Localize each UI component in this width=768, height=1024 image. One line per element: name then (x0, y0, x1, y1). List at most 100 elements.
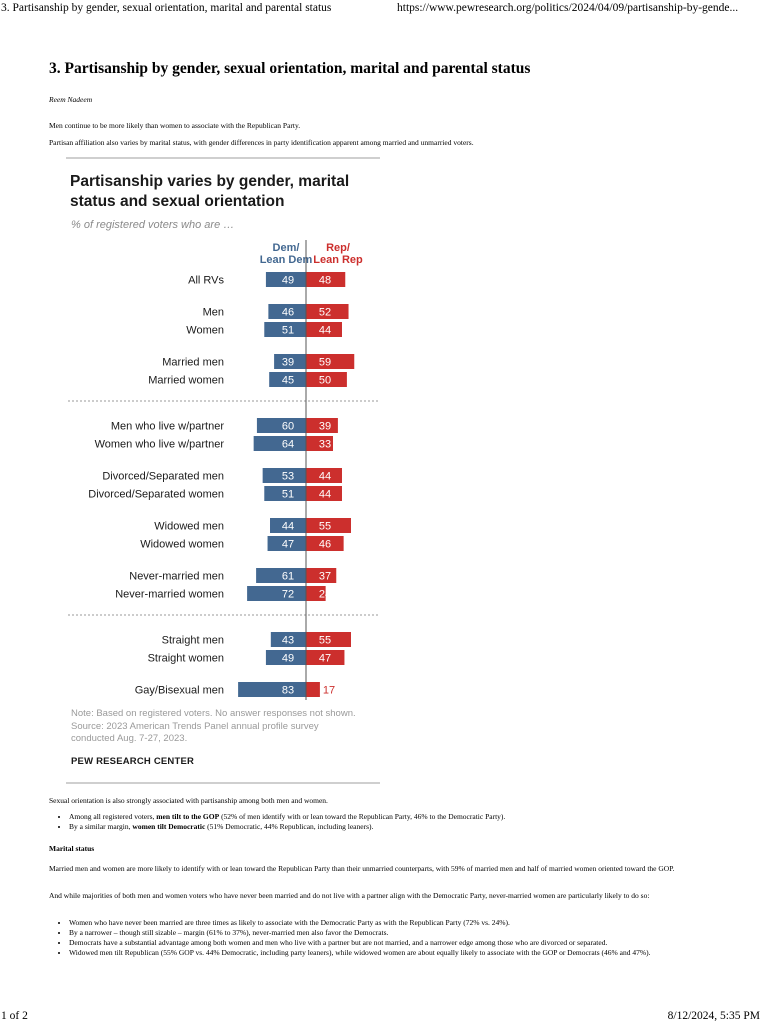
rep-bar (306, 468, 342, 483)
dem-value-label: 39 (282, 357, 294, 369)
print-footer-datetime: 8/12/2024, 5:35 PM (667, 1010, 760, 1022)
intro-paragraph-1: Men continue to be more likely than wome… (49, 121, 301, 130)
dem-value-label: 47 (282, 539, 294, 551)
bullet-item: Widowed men tilt Republican (55% GOP vs.… (69, 948, 729, 958)
row-label: All RVs (188, 275, 224, 287)
rep-value-label: 44 (319, 325, 331, 337)
row-label: Never-married men (129, 571, 224, 583)
row-label: Never-married women (115, 589, 224, 601)
pew-logo-text: PEW RESEARCH CENTER (71, 756, 195, 767)
rep-bar (306, 586, 326, 601)
rep-bar (306, 650, 345, 665)
rep-value-label: 50 (319, 375, 331, 387)
rep-bar (306, 418, 338, 433)
dem-bar (238, 682, 306, 697)
article-title: 3. Partisanship by gender, sexual orient… (49, 60, 531, 77)
row-label: Married men (162, 357, 224, 369)
bullet-item: Democrats have a substantial advantage a… (69, 938, 729, 948)
rep-bar (306, 322, 342, 337)
dem-value-label: 46 (282, 307, 294, 319)
dem-value-label: 51 (282, 325, 294, 337)
rep-bar (306, 682, 320, 697)
dem-bar (265, 272, 306, 287)
rep-value-label: 24 (319, 589, 331, 601)
print-header-url[interactable]: https://www.pewresearch.org/politics/202… (397, 2, 739, 14)
source-date-text: conducted Aug. 7-27, 2023. (71, 733, 188, 744)
series-label-dem: Dem/ (273, 242, 300, 254)
rep-bar (306, 486, 342, 501)
row-label: Men who live w/partner (111, 421, 224, 433)
row-label: Married women (148, 375, 224, 387)
rep-value-label: 44 (319, 489, 331, 501)
rep-value-label: 59 (319, 357, 331, 369)
marital-bullets: Women who have never been married are th… (49, 918, 729, 958)
row-label: Divorced/Separated men (102, 471, 224, 483)
partisanship-chart: Dem/Lean Dem Rep/Lean Rep All RVs 49 48 Men 46… (68, 240, 378, 700)
rep-value-label: 33 (319, 439, 331, 451)
marital-paragraph-1: Married men and women are more likely to… (49, 864, 675, 873)
orientation-paragraph: Sexual orientation is also strongly asso… (49, 796, 328, 805)
series-label-dem: Lean Dem (260, 254, 313, 266)
rep-value-label: 48 (319, 275, 331, 287)
dem-bar (270, 632, 306, 647)
marital-paragraph-2: And while majorities of both men and wom… (49, 891, 650, 900)
rep-bar (306, 272, 346, 287)
bullet-item: Women who have never been married are th… (69, 918, 729, 928)
dem-bar (247, 586, 306, 601)
dem-value-label: 72 (282, 589, 294, 601)
rep-bar (306, 354, 355, 369)
rep-bar (306, 436, 333, 451)
print-footer-page: 1 of 2 (1, 1010, 28, 1022)
dem-value-label: 64 (282, 439, 294, 451)
orientation-bullets: Among all registered voters, men tilt to… (49, 812, 729, 832)
row-label: Widowed men (154, 521, 224, 533)
rep-bar (306, 372, 347, 387)
dem-bar (256, 418, 306, 433)
figure-subtitle: % of registered voters who are … (71, 219, 235, 231)
dem-bar (265, 650, 306, 665)
dem-bar (253, 436, 306, 451)
rep-value-label: 55 (319, 521, 331, 533)
row-label: Widowed women (140, 539, 224, 551)
row-label: Divorced/Separated women (88, 489, 224, 501)
rep-bar (306, 518, 351, 533)
bullet-item: By a narrower – though still sizable – m… (69, 928, 729, 938)
note-text: Note: Based on registered voters. No ans… (71, 708, 356, 719)
rep-value-label: 55 (319, 635, 331, 647)
dem-value-label: 53 (282, 471, 294, 483)
dem-value-label: 83 (282, 685, 294, 697)
rep-bar (306, 304, 349, 319)
source-text: Source: 2023 American Trends Panel annua… (71, 720, 319, 732)
row-label: Women who live w/partner (95, 439, 225, 451)
dem-value-label: 45 (282, 375, 294, 387)
rep-value-label: 37 (319, 571, 331, 583)
dem-bar (274, 354, 306, 369)
row-label: Women (186, 325, 224, 337)
dem-value-label: 44 (282, 521, 294, 533)
dem-bar (264, 322, 306, 337)
row-label: Straight women (148, 653, 224, 665)
dem-value-label: 43 (282, 635, 294, 647)
series-label-rep: Lean Rep (313, 254, 363, 266)
rep-bar (306, 536, 344, 551)
dem-bar (267, 536, 306, 551)
dem-value-label: 49 (282, 653, 294, 665)
article-author[interactable]: Reem Nadeem (49, 95, 93, 104)
rep-value-label: 47 (319, 653, 331, 665)
dem-bar (268, 304, 306, 319)
rep-value-label: 44 (319, 471, 331, 483)
intro-paragraph-2: Partisan affiliation also varies by mari… (49, 138, 474, 147)
figure-note: Note: Based on registered voters. No ans… (71, 708, 356, 746)
rep-bar (306, 568, 337, 583)
figure-top-rule (66, 157, 380, 159)
dem-bar (269, 372, 306, 387)
dem-value-label: 51 (282, 489, 294, 501)
rep-value-label: 39 (319, 421, 331, 433)
row-label: Men (203, 307, 224, 319)
dem-value-label: 49 (282, 275, 294, 287)
bullet-item: Among all registered voters, men tilt to… (69, 812, 729, 822)
row-label: Straight men (162, 635, 224, 647)
print-header-title: 3. Partisanship by gender, sexual orient… (1, 2, 332, 14)
rep-value-label: 46 (319, 539, 331, 551)
dem-value-label: 61 (282, 571, 294, 583)
